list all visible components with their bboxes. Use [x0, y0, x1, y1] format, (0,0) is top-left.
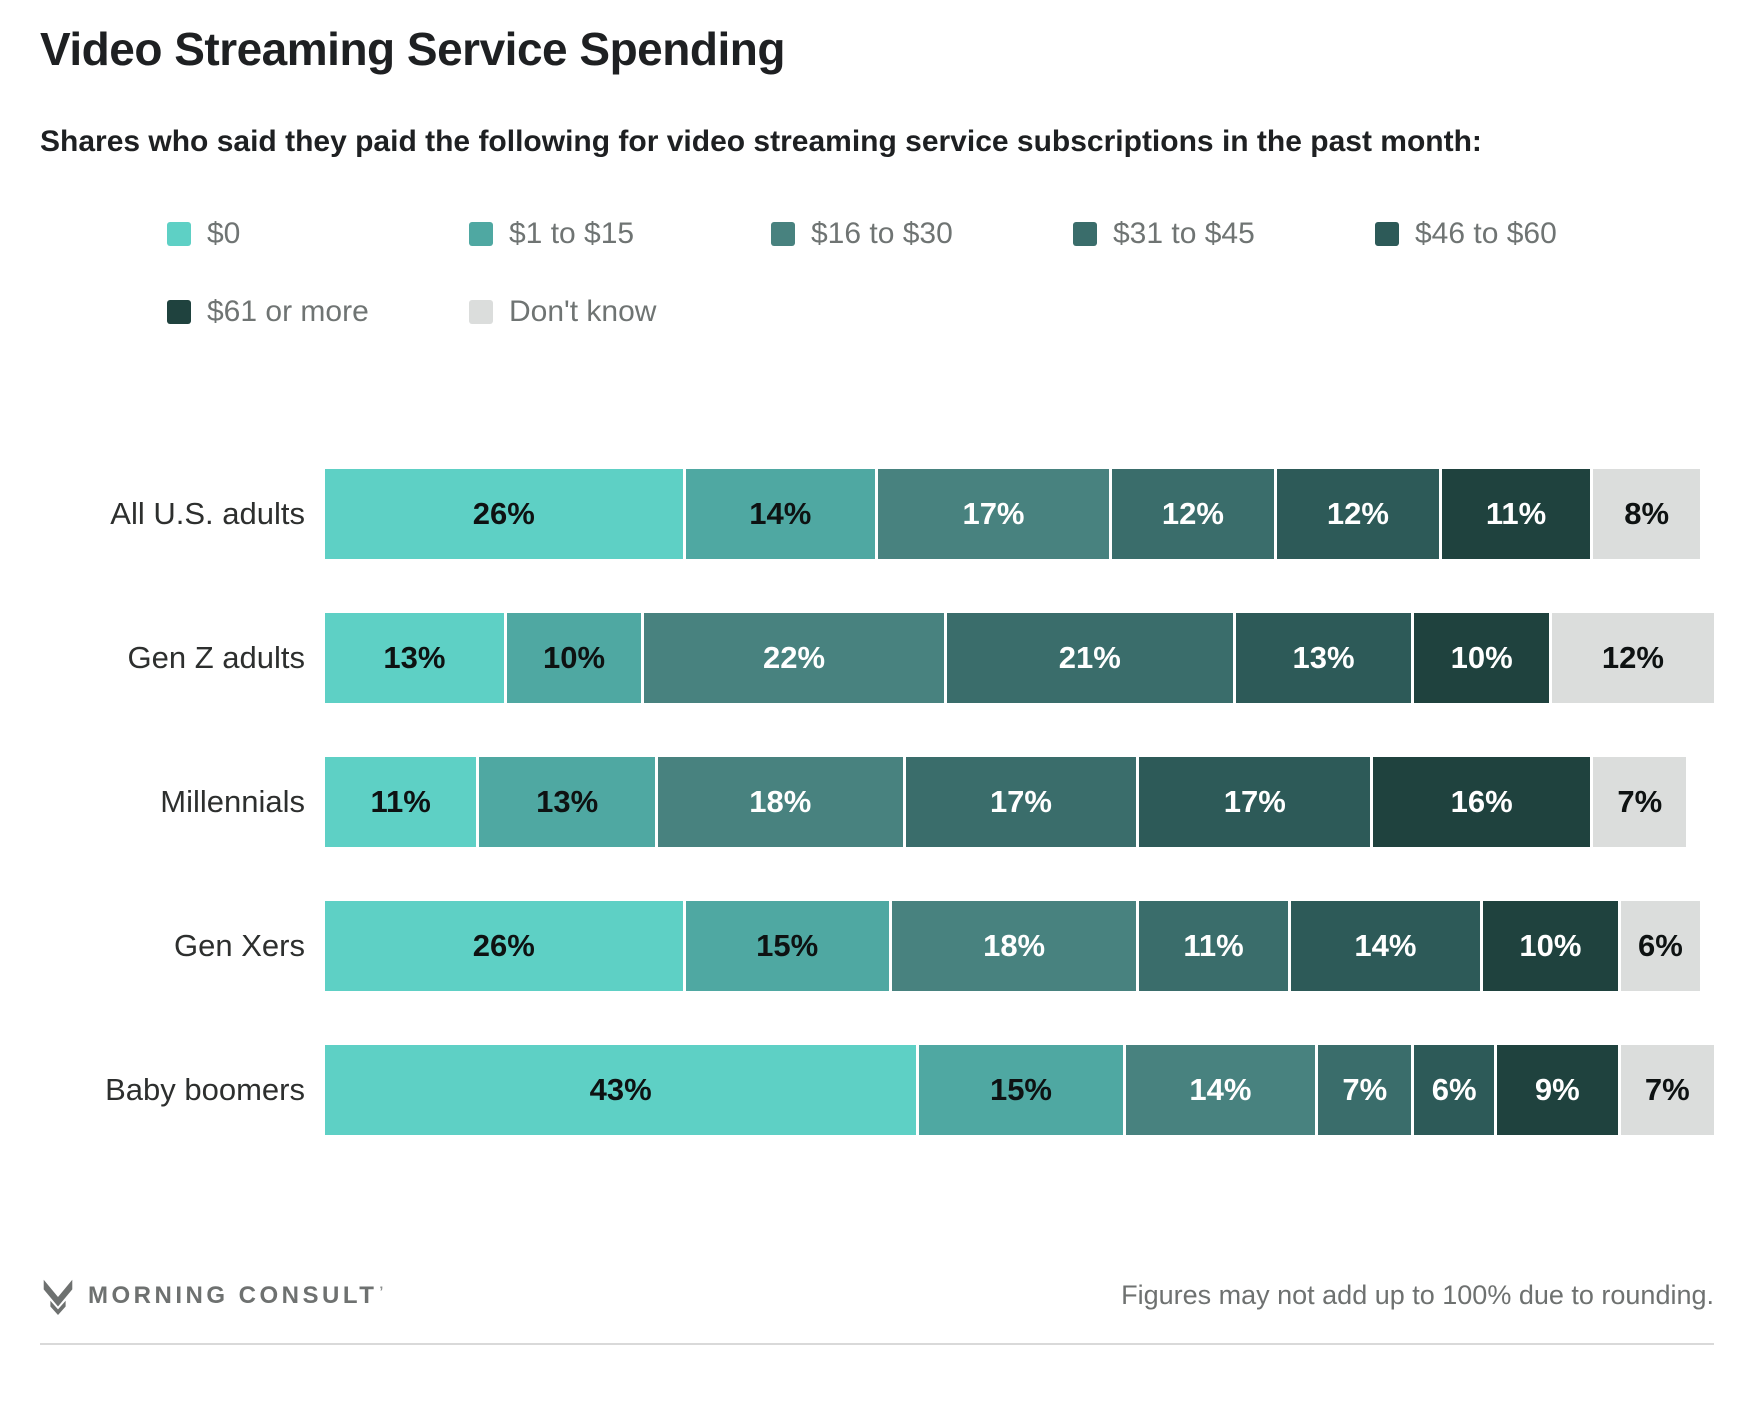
brand-trademark: ’	[379, 1282, 387, 1299]
legend-swatch-icon	[771, 221, 795, 246]
bar-segment: 10%	[503, 612, 642, 703]
rounding-note: Figures may not add up to 100% due to ro…	[1121, 1280, 1714, 1310]
bar-segment: 11%	[1136, 900, 1288, 991]
bar-segment: 12%	[1273, 468, 1439, 559]
bar-segment: 9%	[1493, 1044, 1618, 1135]
bar-segment: 13%	[476, 756, 656, 847]
brand-logo: MORNING CONSULT’	[40, 1276, 387, 1316]
bar-segment: 11%	[325, 756, 477, 847]
bar-segment: 22%	[641, 612, 944, 703]
chart-page: Video Streaming Service Spending Shares …	[40, 23, 1714, 1345]
bar-track: 26% 14% 17% 12% 12% 11% 8%	[325, 468, 1714, 559]
legend-item: $61 or more	[167, 295, 469, 329]
page-title: Video Streaming Service Spending	[40, 23, 785, 75]
category-label: Baby boomers	[105, 1071, 305, 1107]
stacked-bar-chart: All U.S. adults 26% 14% 17% 12% 12% 11% 8% Gen Z…	[40, 468, 1714, 1135]
legend-item: Don't know	[469, 295, 771, 329]
chart-footer: MORNING CONSULT’ Figures may not add up …	[40, 1275, 1714, 1317]
legend-item: $0	[167, 217, 469, 251]
legend-swatch-icon	[469, 299, 493, 324]
bar-row: Gen Z adults 13% 10% 22% 21% 13% 10% 12%	[40, 612, 1714, 703]
bar-segment: 13%	[1232, 612, 1412, 703]
bar-segment: 43%	[325, 1044, 917, 1135]
bar-segment: 10%	[1480, 900, 1618, 991]
bar-segment: 14%	[1287, 900, 1481, 991]
brand-name: MORNING CONSULT’	[88, 1281, 387, 1309]
bar-row: Baby boomers 43% 15% 14% 7% 6% 9% 7%	[40, 1044, 1714, 1135]
bar-segment: 6%	[1411, 1044, 1494, 1135]
legend-item: $1 to $15	[469, 217, 771, 251]
morning-consult-logo-icon	[43, 1279, 73, 1315]
legend-label: Don't know	[509, 294, 657, 328]
bar-segment: 11%	[1438, 468, 1591, 559]
legend-swatch-icon	[469, 221, 493, 246]
legend-label: $31 to $45	[1113, 216, 1255, 250]
bar-segment: 10%	[1411, 612, 1549, 703]
bar-track: 13% 10% 22% 21% 13% 10% 12%	[325, 612, 1714, 703]
bar-segment: 12%	[1548, 612, 1714, 703]
bar-segment: 7%	[1590, 756, 1687, 847]
bar-row: Millennials 11% 13% 18% 17% 17% 16% 7%	[40, 756, 1714, 847]
bar-segment: 26%	[325, 468, 683, 559]
bar-segment: 18%	[888, 900, 1137, 991]
bottom-divider	[40, 1342, 1714, 1345]
bar-segment: 18%	[655, 756, 903, 847]
category-label: Gen Xers	[174, 927, 305, 963]
bar-segment: 14%	[1122, 1044, 1316, 1135]
legend-label: $61 or more	[207, 294, 369, 328]
bar-track: 11% 13% 18% 17% 17% 16% 7%	[325, 756, 1714, 847]
category-label: Gen Z adults	[127, 639, 305, 675]
category-label: All U.S. adults	[110, 495, 305, 531]
bar-segment: 17%	[902, 756, 1137, 847]
bar-segment: 7%	[1617, 1044, 1714, 1135]
bar-segment: 16%	[1370, 756, 1591, 847]
legend-label: $16 to $30	[811, 216, 953, 250]
legend-swatch-icon	[1073, 221, 1097, 246]
bar-segment: 12%	[1108, 468, 1274, 559]
legend-item: $31 to $45	[1073, 217, 1375, 251]
chart-legend: $0 $1 to $15 $16 to $30 $31 to $45 $46 to $6…	[167, 217, 1697, 329]
bar-segment: 8%	[1590, 468, 1701, 559]
bar-row: Gen Xers 26% 15% 18% 11% 14% 10% 6%	[40, 900, 1714, 991]
legend-label: $46 to $60	[1415, 216, 1557, 250]
legend-swatch-icon	[1375, 221, 1399, 246]
legend-label: $0	[207, 216, 241, 250]
bar-segment: 13%	[325, 612, 504, 703]
bar-segment: 7%	[1315, 1044, 1412, 1135]
bar-segment: 17%	[875, 468, 1109, 559]
legend-label: $1 to $15	[509, 216, 635, 250]
bar-track: 26% 15% 18% 11% 14% 10% 6%	[325, 900, 1714, 991]
bar-segment: 15%	[682, 900, 889, 991]
bar-track: 43% 15% 14% 7% 6% 9% 7%	[325, 1044, 1714, 1135]
chart-subtitle: Shares who said they paid the following …	[40, 125, 1482, 158]
legend-item: $16 to $30	[771, 217, 1073, 251]
bar-segment: 15%	[916, 1044, 1123, 1135]
bar-segment: 6%	[1617, 900, 1701, 991]
bar-segment: 14%	[682, 468, 876, 559]
bar-segment: 26%	[325, 900, 683, 991]
bar-row: All U.S. adults 26% 14% 17% 12% 12% 11% 8%	[40, 468, 1714, 559]
bar-segment: 21%	[943, 612, 1233, 703]
category-label: Millennials	[160, 783, 305, 819]
legend-swatch-icon	[167, 299, 191, 324]
legend-swatch-icon	[167, 221, 191, 246]
legend-item: $46 to $60	[1375, 217, 1677, 251]
bar-segment: 17%	[1136, 756, 1371, 847]
